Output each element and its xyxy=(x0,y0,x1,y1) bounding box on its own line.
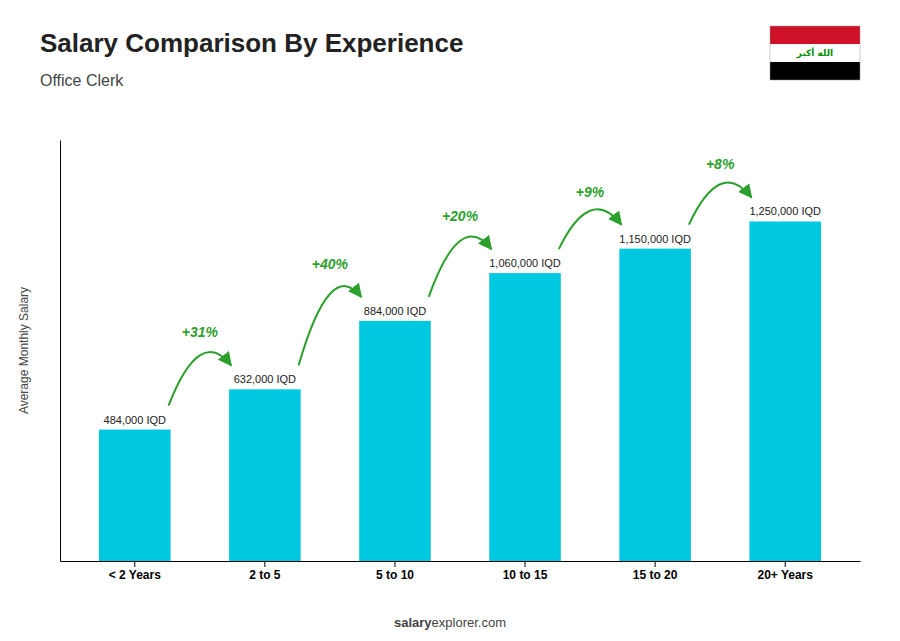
bar xyxy=(229,389,301,561)
annotation-arrow xyxy=(169,352,232,406)
y-axis-title: Average Monthly Salary xyxy=(17,287,31,414)
bar xyxy=(359,321,431,561)
annotation: +40% xyxy=(312,256,349,272)
annotation-arrow xyxy=(299,286,362,365)
x-tick: < 2 Years xyxy=(109,561,161,582)
bar xyxy=(619,249,691,561)
x-tick-mark xyxy=(525,561,526,567)
title: Salary Comparison By Experience xyxy=(40,28,463,58)
x-tick: 15 to 20 xyxy=(633,561,678,582)
x-axis-line xyxy=(61,561,861,562)
x-tick: 20+ Years xyxy=(757,561,813,582)
source-part: explorer.com xyxy=(432,615,506,630)
annotations: +31% +40% +20% +9% +8% xyxy=(169,156,752,405)
subtitle: Office Clerk xyxy=(40,72,124,89)
data-labels: 484,000 IQD 632,000 IQD 884,000 IQD 1,060,0… xyxy=(104,205,821,425)
flag-stripe xyxy=(770,26,860,44)
data-label: 1,150,000 IQD xyxy=(619,233,691,245)
x-tick-label: 5 to 10 xyxy=(376,568,414,582)
y-axis-line xyxy=(60,141,61,562)
x-tick-label: 15 to 20 xyxy=(633,568,678,582)
source-part: salary xyxy=(394,615,432,630)
plot: < 2 Years 2 to 5 5 to 10 10 to 15 15 to 20 20… xyxy=(61,141,861,582)
x-tick: 10 to 15 xyxy=(503,561,548,582)
x-tick-label: < 2 Years xyxy=(109,568,161,582)
annotation: +20% xyxy=(442,208,479,224)
data-label: 884,000 IQD xyxy=(364,305,426,317)
bar xyxy=(489,273,561,561)
annotation-arrow xyxy=(689,183,752,225)
data-label: 484,000 IQD xyxy=(104,414,166,426)
x-tick-mark xyxy=(785,561,786,567)
annotation: +31% xyxy=(182,324,219,340)
x-tick-label: 20+ Years xyxy=(757,568,813,582)
annotation-arrow xyxy=(429,237,492,297)
annotation: +8% xyxy=(706,156,735,172)
source: salaryexplorer.com xyxy=(394,615,506,630)
annotation: +9% xyxy=(576,184,605,200)
chart: Salary Comparison By Experience Office Cl… xyxy=(0,0,900,641)
x-tick-mark xyxy=(394,561,395,567)
annotation-arrow xyxy=(559,209,622,249)
x-tick-mark xyxy=(134,561,135,567)
x-tick-label: 2 to 5 xyxy=(249,568,281,582)
y-axis xyxy=(60,141,61,562)
data-label: 632,000 IQD xyxy=(234,373,296,385)
bar xyxy=(749,221,821,561)
x-tick-mark xyxy=(264,561,265,567)
bars xyxy=(99,221,821,561)
flag-border xyxy=(770,26,860,80)
x-tick: 2 to 5 xyxy=(249,561,281,582)
flag-stripe xyxy=(770,62,860,80)
flag: الله أكبر xyxy=(770,26,860,80)
data-label: 1,250,000 IQD xyxy=(749,205,821,217)
flag-stripe xyxy=(770,44,860,62)
flag-text: الله أكبر xyxy=(796,47,833,59)
x-tick-label: 10 to 15 xyxy=(503,568,548,582)
x-tick: 5 to 10 xyxy=(376,561,414,582)
data-label: 1,060,000 IQD xyxy=(489,257,561,269)
x-tick-mark xyxy=(655,561,656,567)
bar xyxy=(99,430,171,561)
x-axis: < 2 Years 2 to 5 5 to 10 10 to 15 15 to 20 20… xyxy=(61,561,861,582)
